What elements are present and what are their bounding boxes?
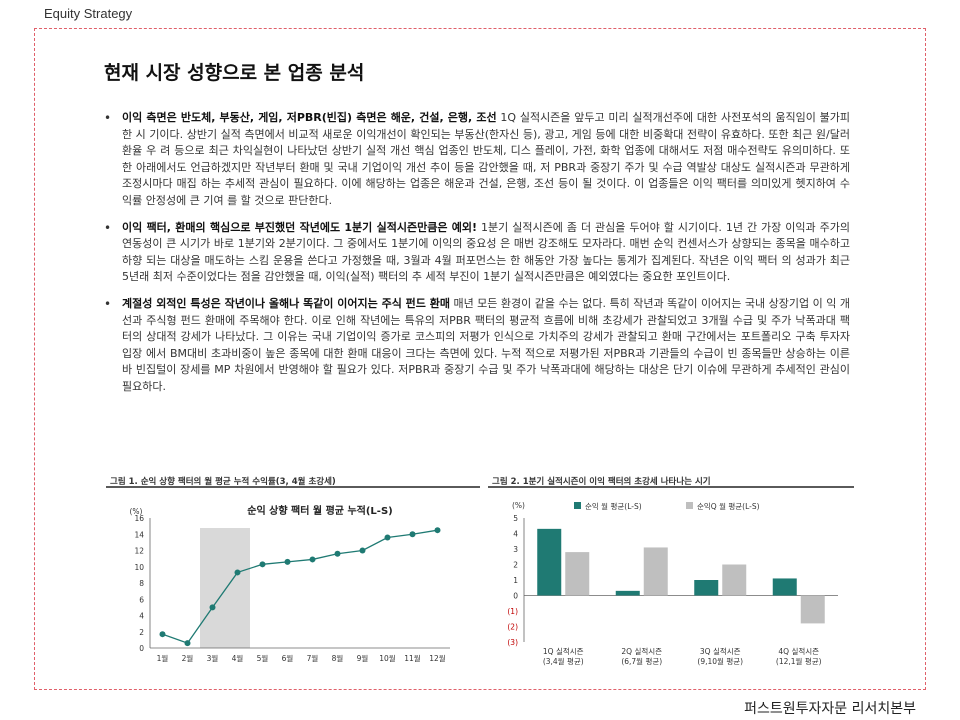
- page-title: 현재 시장 성향으로 본 업종 분석: [104, 62, 365, 84]
- chart2-title-rule: [488, 486, 854, 488]
- chart2-xtick-label: (3,4월 평균): [543, 656, 584, 666]
- chart1-title: 그림 1. 순익 상향 팩터의 월 평균 누적 수익률(3, 4월 초강세): [110, 477, 336, 487]
- section-header-label: Equity Strategy: [44, 6, 133, 21]
- chart2-legend-label: 순익 월 평균(L-S): [585, 501, 642, 511]
- bullet-dot: •: [104, 296, 112, 311]
- chart1-xtick-label: 9월: [357, 653, 369, 663]
- bullet-heading: 계절성 외적인 특성은 작년이나 올해나 똑같이 이어지는 주식 펀드 환매: [122, 296, 450, 310]
- chart2-svg: (%) 순익 월 평균(L-S) 순익Q 월 평균(L-S) 5 4 3 2 1 0 (1) (2)…: [507, 501, 838, 666]
- chart2-xtick-label: (9,10월 평균): [697, 656, 743, 666]
- chart1-ytick-label: 8: [139, 579, 144, 588]
- chart1-xtick-label: 4월: [232, 653, 244, 663]
- chart1-xtick-label: 11월: [404, 653, 421, 663]
- chart1-xtick-label: 1월: [157, 653, 169, 663]
- content-frame: [34, 28, 926, 690]
- chart2-legend-swatch: [574, 502, 581, 509]
- chart1-xtick-label: 10월: [379, 653, 396, 663]
- chart2-bar: [537, 528, 562, 596]
- chart2-legend-swatch: [686, 502, 693, 509]
- chart1-ytick-label: 10: [134, 563, 144, 572]
- footer-company: 퍼스트원투자자문 리서치본부: [744, 701, 916, 717]
- chart2-ytick-label: 1: [513, 576, 518, 585]
- chart1-data-point: [334, 550, 341, 557]
- chart2-ytick-label: (3): [507, 638, 518, 647]
- chart1-ytick-label: 0: [139, 644, 144, 653]
- chart2-ytick-label: 5: [513, 514, 518, 523]
- chart2-xtick-label: 2Q 실적시즌: [621, 646, 662, 656]
- chart1-title-rule: [106, 486, 480, 488]
- chart1-ytick-label: 6: [139, 595, 144, 604]
- chart2-legend-label: 순익Q 월 평균(L-S): [697, 501, 760, 511]
- chart1-series-line: [162, 529, 438, 644]
- bullet-item: • 계절성 외적인 특성은 작년이나 올해나 똑같이 이어지는 주식 펀드 환매…: [104, 296, 850, 396]
- chart1-xtick-label: 3월: [207, 653, 219, 663]
- bullet-item: • 이익 측면은 반도체, 부동산, 게임, 저PBR(빈집) 측면은 해운, …: [104, 110, 850, 210]
- chart2-xtick-label: (12,1월 평균): [776, 656, 822, 666]
- chart1-svg: 순익 상향 팩터 월 평균 누적(L-S) (%) 0 2 4 6 8 10 12 14 16 1월 2…: [130, 504, 450, 663]
- chart1-ytick-label: 2: [139, 628, 144, 637]
- chart2-bar: [772, 578, 797, 596]
- bullet-body: 매년 모든 환경이 같을 수는 없다. 특히 작년과 똑같이 이어지는 국내 상…: [122, 296, 850, 393]
- chart2-xtick-label: (6,7월 평균): [621, 656, 662, 666]
- bullet-dot: •: [104, 111, 112, 125]
- chart2-ytick-label: 2: [513, 561, 518, 570]
- bullet-heading: 이익 팩터, 환매의 핵심으로 부진했던 작년에도 1분기 실적시즌만큼은 예외…: [122, 220, 478, 234]
- highlight-band: [200, 528, 250, 648]
- chart1-xtick-label: 12월: [429, 653, 446, 663]
- chart2-bar: [615, 590, 640, 596]
- chart1-xtick-label: 6월: [282, 653, 294, 663]
- chart1-data-point: [309, 556, 316, 563]
- chart1-ytick-label: 4: [139, 612, 144, 621]
- chart2-xtick-label: 3Q 실적시즌: [700, 646, 741, 656]
- chart2-ylabel: (%): [512, 501, 525, 510]
- chart1-ytick-label: 16: [134, 514, 144, 523]
- chart2-ytick-label: 3: [513, 545, 518, 554]
- bullet-dot: •: [104, 220, 112, 235]
- bullet-heading: 이익 측면은 반도체, 부동산, 게임, 저PBR(빈집) 측면은 해운, 건설…: [122, 111, 497, 124]
- bullet-list: • 이익 측면은 반도체, 부동산, 게임, 저PBR(빈집) 측면은 해운, …: [104, 110, 850, 406]
- chart1-data-point: [259, 561, 266, 568]
- chart1-data-point: [359, 547, 366, 554]
- chart1-data-point: [409, 531, 416, 538]
- chart1-data-point: [209, 604, 216, 611]
- chart1-data-point: [184, 640, 191, 647]
- chart1-ytick-label: 12: [134, 547, 144, 556]
- bullet-body: 1분기 실적시즌에 좀 더 관심을 두어야 할 시기이다. 1년 간 가장 이익…: [122, 220, 850, 284]
- chart1-data-point: [159, 631, 166, 638]
- chart2-ytick-label: (2): [507, 623, 518, 632]
- chart1-xtick-label: 5월: [257, 653, 269, 663]
- chart1-xtick-label: 2월: [182, 653, 194, 663]
- chart2-bar: [565, 552, 590, 596]
- chart1-xtick-label: 7월: [307, 653, 319, 663]
- chart2-ytick-label: (1): [507, 607, 518, 616]
- chart1-inner-title: 순익 상향 팩터 월 평균 누적(L-S): [247, 504, 392, 517]
- chart2-bar: [722, 564, 747, 596]
- chart2-bar: [694, 580, 719, 596]
- chart2-bar: [800, 595, 825, 624]
- chart2-ytick-label: 4: [513, 530, 518, 539]
- chart2-ytick-label: 0: [513, 592, 518, 601]
- chart1-data-point: [384, 534, 391, 541]
- chart1-data-point: [434, 527, 441, 534]
- chart1-ylabel: (%): [130, 507, 143, 516]
- chart1-data-point: [234, 569, 241, 576]
- chart2-bar: [643, 547, 668, 596]
- bullet-body: 1Q 실적시즌을 앞두고 미리 실적개선주에 대한 사전포석의 움직임이 불가피…: [122, 111, 850, 207]
- chart1-ytick-label: 14: [134, 530, 144, 539]
- chart2-title: 그림 2. 1분기 실적시즌이 이익 팩터의 초강세 나타나는 시기: [492, 477, 711, 487]
- chart2-xtick-label: 1Q 실적시즌: [543, 646, 584, 656]
- chart1-xtick-label: 8월: [332, 653, 344, 663]
- chart2-xtick-label: 4Q 실적시즌: [778, 646, 819, 656]
- bullet-item: • 이익 팩터, 환매의 핵심으로 부진했던 작년에도 1분기 실적시즌만큼은 …: [104, 220, 850, 286]
- chart1-data-point: [284, 558, 291, 565]
